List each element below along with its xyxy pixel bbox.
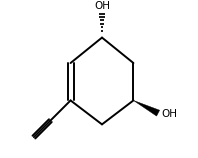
Text: OH: OH (94, 1, 110, 11)
Polygon shape (133, 100, 160, 116)
Text: OH: OH (161, 109, 177, 119)
